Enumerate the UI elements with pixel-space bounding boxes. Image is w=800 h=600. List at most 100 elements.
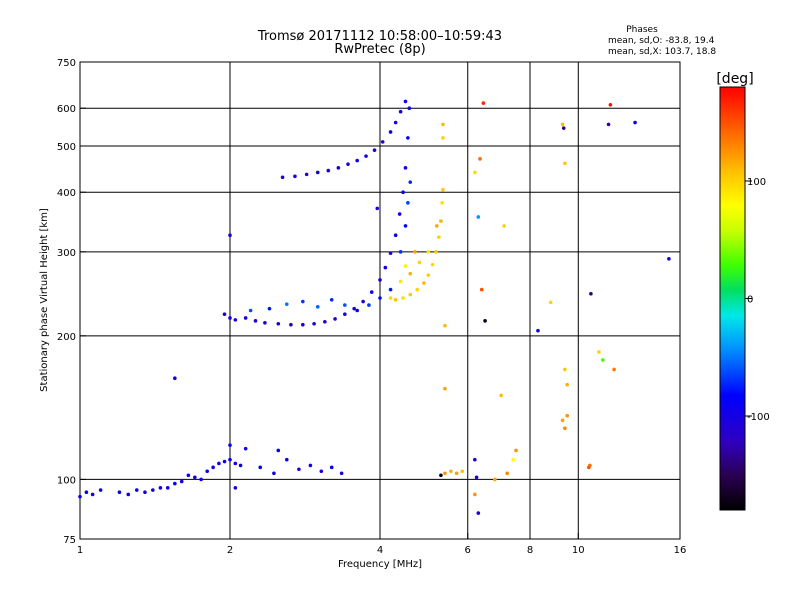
data-point [179, 479, 184, 484]
data-point [479, 287, 484, 292]
data-point [326, 168, 331, 173]
data-point [388, 130, 393, 134]
data-point [165, 486, 170, 490]
data-point [243, 316, 248, 320]
data-point [403, 224, 408, 228]
data-point [514, 448, 518, 453]
data-point [276, 321, 281, 326]
data-points [78, 99, 671, 515]
data-point [454, 471, 459, 476]
data-point [346, 162, 350, 166]
data-point [134, 488, 139, 492]
colorbar-ticks: 100 0 -100 [745, 177, 770, 423]
data-point [186, 473, 191, 478]
data-point [473, 457, 477, 462]
data-point [403, 99, 408, 104]
data-point [372, 148, 377, 152]
data-point [319, 469, 324, 474]
data-point [406, 136, 410, 140]
data-point [413, 250, 417, 254]
data-point [406, 201, 410, 205]
data-point [415, 287, 419, 292]
data-point [388, 251, 393, 256]
data-point [434, 250, 438, 254]
data-point [426, 273, 431, 277]
data-point [407, 106, 412, 111]
data-point [441, 122, 445, 127]
data-point [563, 426, 567, 431]
y-tick-label: 750 [57, 58, 76, 69]
data-point [117, 490, 122, 495]
data-point [388, 287, 393, 292]
x-axis: 1 2 4 6 8 10 16 [77, 533, 687, 556]
data-point [380, 140, 385, 144]
data-point [143, 490, 147, 495]
colorbar-tick-label: 0 [747, 295, 753, 306]
data-point [560, 418, 565, 423]
data-point [563, 367, 567, 372]
data-point [441, 136, 445, 140]
data-point [606, 122, 611, 127]
data-point [478, 157, 482, 161]
data-point [561, 126, 566, 130]
data-point [398, 109, 403, 114]
colorbar-tick-label: -100 [747, 412, 770, 423]
data-point [78, 494, 82, 499]
x-tick-label: 1 [77, 545, 83, 556]
data-point [449, 469, 453, 474]
data-point [98, 488, 103, 492]
data-point [173, 376, 177, 380]
y-tick-label: 200 [57, 332, 76, 343]
data-point [126, 492, 131, 497]
data-point [443, 323, 447, 328]
data-point [536, 328, 540, 333]
x-tick-label: 16 [674, 545, 687, 556]
data-point [612, 367, 616, 372]
x-tick-label: 6 [465, 545, 471, 556]
data-point [228, 316, 232, 320]
data-point [364, 154, 368, 158]
data-point [588, 463, 592, 468]
data-point [367, 303, 371, 307]
data-point [505, 471, 509, 476]
data-point [474, 475, 479, 480]
data-point [280, 175, 285, 180]
data-point [589, 291, 593, 296]
data-point [601, 358, 605, 362]
data-point [228, 457, 232, 462]
data-point [511, 457, 515, 462]
data-point [238, 463, 243, 468]
data-point [443, 471, 447, 476]
data-point [173, 481, 177, 486]
data-point [151, 488, 155, 492]
data-point [378, 296, 382, 300]
data-point [383, 265, 388, 270]
data-point [633, 120, 637, 125]
data-point [476, 215, 481, 219]
data-point [439, 219, 443, 223]
data-point [499, 393, 503, 398]
data-point [343, 303, 347, 307]
data-point [301, 299, 305, 304]
data-point [297, 467, 301, 472]
data-point [233, 318, 238, 322]
data-point [401, 296, 405, 300]
data-point [434, 224, 439, 228]
data-point [258, 465, 263, 470]
data-point [355, 308, 359, 313]
data-point [439, 473, 443, 478]
data-point [361, 299, 365, 304]
data-point [403, 166, 408, 170]
colorbar [719, 86, 746, 511]
x-tick-label: 10 [572, 545, 585, 556]
chart-title: Tromsø 20171112 10:58:00–10:59:43 [257, 29, 502, 44]
data-point [597, 350, 601, 354]
data-point [441, 187, 445, 192]
data-point [608, 103, 613, 107]
y-tick-label: 500 [57, 142, 76, 153]
chart-subtitle: RwPretec (8p) [334, 42, 425, 57]
data-point [422, 281, 426, 285]
data-point [329, 297, 334, 302]
data-point [473, 492, 477, 497]
data-point [222, 459, 227, 464]
